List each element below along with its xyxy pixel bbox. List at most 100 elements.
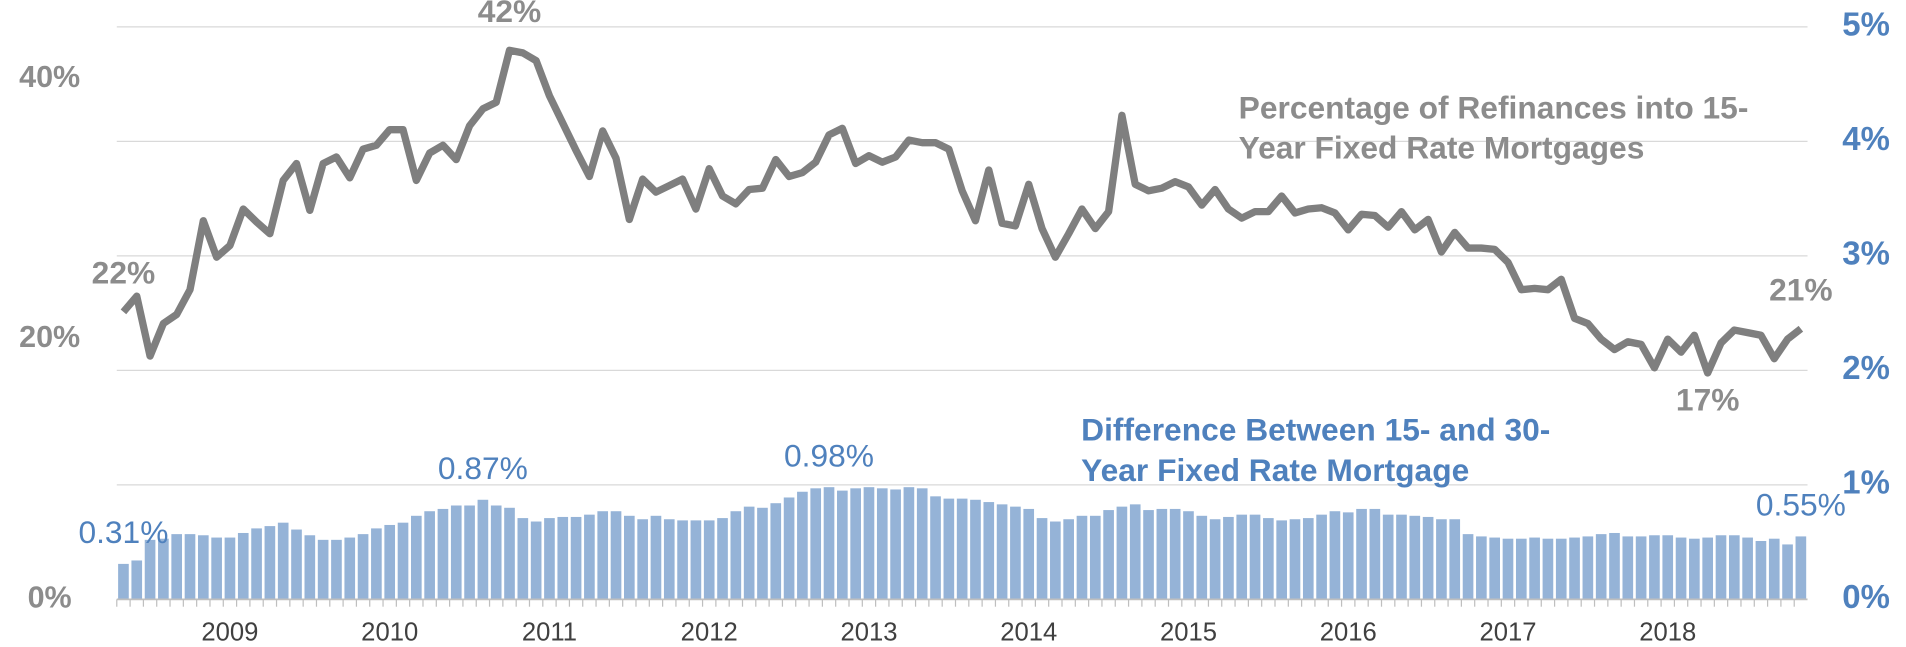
bar: [224, 537, 236, 600]
bar: [1555, 538, 1567, 600]
bar: [1728, 535, 1740, 600]
bar: [1609, 532, 1620, 600]
lines: [120, 46, 1804, 377]
bar: [797, 491, 808, 600]
bar: [1129, 504, 1141, 600]
data-label: 21%: [1769, 271, 1832, 307]
x-tick-label: 2017: [1479, 618, 1536, 646]
bar: [357, 534, 369, 600]
bar: [637, 519, 648, 600]
bar: [850, 488, 861, 600]
bar: [251, 528, 262, 600]
bar: [663, 519, 675, 600]
bar: [703, 520, 715, 600]
x-tick-label: 2011: [522, 618, 577, 646]
bar: [1342, 512, 1354, 600]
bar: [823, 487, 835, 600]
bar: [490, 505, 502, 600]
bar: [1223, 516, 1234, 600]
bar: [344, 537, 356, 600]
line: [120, 46, 1804, 377]
bar: [544, 518, 555, 600]
bar: [464, 505, 475, 600]
bar: [863, 487, 875, 600]
bar: [1010, 506, 1021, 600]
bar: [1036, 518, 1048, 600]
bar: [1702, 537, 1714, 600]
bar: [810, 488, 822, 600]
y2-tick-label: 1%: [1842, 464, 1890, 501]
bar: [1103, 510, 1114, 600]
bar: [624, 515, 635, 600]
bar: [158, 538, 169, 600]
y2-tick-label: 4%: [1842, 120, 1890, 157]
bar: [1289, 519, 1301, 600]
bar: [903, 487, 915, 600]
bar: [1462, 534, 1474, 600]
bar: [1436, 519, 1447, 600]
bar: [1063, 519, 1074, 600]
bar: [597, 511, 609, 600]
bar: [1196, 515, 1208, 600]
data-label: 0.55%: [1756, 486, 1846, 522]
data-label: 22%: [92, 255, 155, 291]
bar: [1089, 515, 1101, 600]
bar: [970, 499, 981, 600]
bar: [1382, 514, 1394, 600]
bar: [943, 498, 955, 600]
bar: [1396, 514, 1407, 600]
bar: [1649, 535, 1660, 600]
bar: [1569, 537, 1580, 600]
axes: [116, 598, 1808, 607]
bar: [584, 514, 595, 600]
bar: [690, 520, 702, 600]
bar: [1263, 518, 1274, 600]
y2-tick-label: 3%: [1842, 235, 1890, 272]
bar: [557, 516, 569, 600]
bar: [424, 511, 435, 600]
bar: [677, 520, 688, 600]
series-name-box: Difference Between 15- and 30-Year Fixed…: [1081, 411, 1550, 488]
bar: [304, 535, 316, 600]
bar: [384, 524, 396, 600]
bar: [743, 506, 755, 600]
bar: [1675, 537, 1687, 600]
y2-tick-label: 0%: [1842, 578, 1890, 615]
bar: [1476, 536, 1487, 600]
bar: [1369, 508, 1381, 600]
bar: [410, 515, 422, 600]
bar: [1622, 536, 1634, 600]
bar: [1116, 506, 1128, 600]
bar: [1076, 515, 1088, 600]
bar: [1169, 508, 1181, 600]
x-tick-label: 2012: [681, 618, 738, 646]
bar: [1276, 520, 1287, 600]
bar: [211, 537, 222, 600]
bar: [1635, 536, 1647, 600]
bar: [118, 563, 129, 600]
bar: [757, 507, 768, 600]
x-tick-label: 2013: [840, 618, 897, 646]
bar: [291, 529, 302, 600]
x-tick-label: 2014: [1000, 618, 1057, 646]
bars: [118, 487, 1807, 600]
y-tick-label: 40%: [19, 60, 80, 94]
bar: [331, 539, 342, 600]
bar: [450, 505, 462, 600]
bar: [1143, 510, 1154, 600]
bar: [956, 498, 968, 600]
bar: [1795, 536, 1807, 600]
bar: [876, 488, 888, 600]
bar: [317, 539, 329, 600]
bar: [1529, 537, 1540, 600]
bar: [1316, 514, 1327, 600]
data-label: 0.98%: [784, 437, 874, 473]
bar: [1502, 538, 1514, 600]
bar: [504, 507, 515, 600]
bar: [1542, 538, 1554, 600]
bar: [1209, 519, 1221, 600]
data-label: 17%: [1676, 382, 1739, 418]
bar: [570, 516, 582, 600]
